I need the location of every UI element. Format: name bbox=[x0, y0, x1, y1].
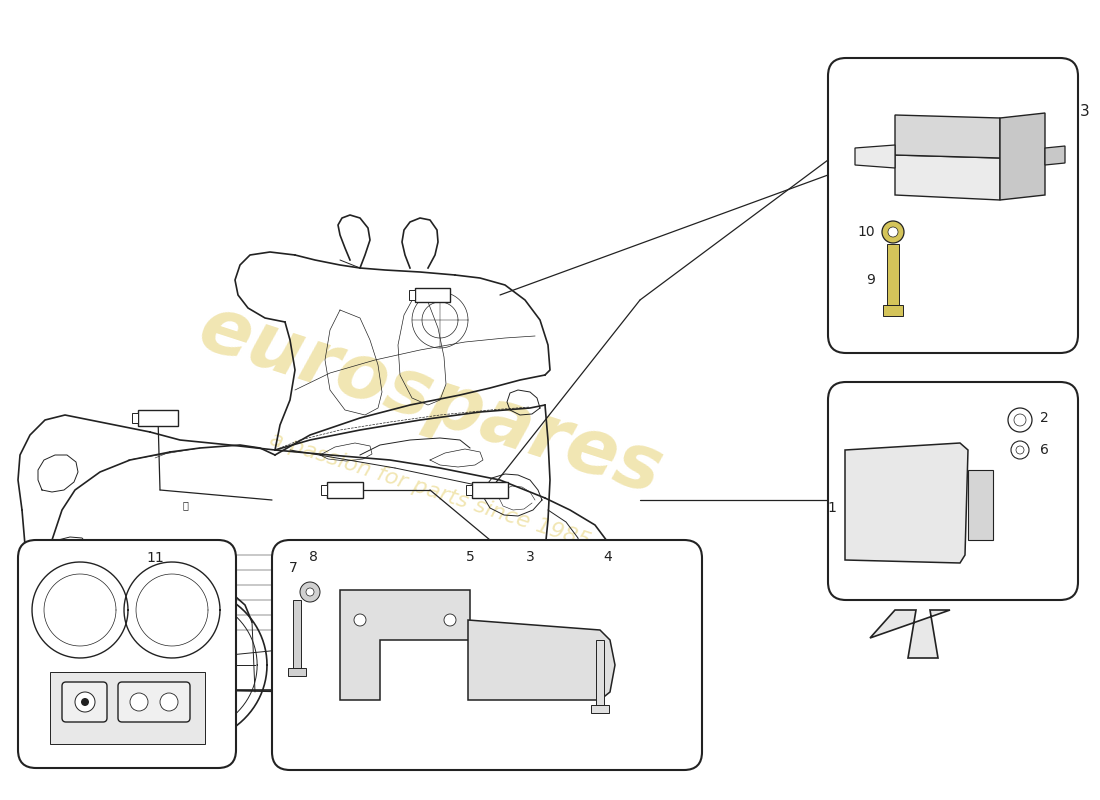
Circle shape bbox=[888, 227, 898, 237]
Polygon shape bbox=[887, 244, 899, 305]
Circle shape bbox=[354, 614, 366, 626]
Text: eurospares: eurospares bbox=[189, 290, 671, 510]
Circle shape bbox=[1016, 446, 1024, 454]
FancyBboxPatch shape bbox=[272, 540, 702, 770]
Circle shape bbox=[75, 692, 95, 712]
Polygon shape bbox=[198, 558, 235, 580]
Text: 9: 9 bbox=[866, 273, 874, 287]
Circle shape bbox=[1008, 408, 1032, 432]
Polygon shape bbox=[895, 115, 1000, 158]
Text: 8: 8 bbox=[309, 550, 318, 564]
Bar bbox=[132, 413, 138, 423]
Text: 7: 7 bbox=[288, 561, 297, 575]
Bar bbox=[472, 482, 508, 498]
Polygon shape bbox=[1045, 146, 1065, 165]
Bar bbox=[321, 485, 327, 495]
Text: 3: 3 bbox=[526, 550, 535, 564]
Polygon shape bbox=[845, 443, 968, 563]
Bar bbox=[50, 672, 205, 744]
FancyBboxPatch shape bbox=[18, 540, 236, 768]
Circle shape bbox=[160, 693, 178, 711]
Text: 6: 6 bbox=[1040, 443, 1049, 457]
Polygon shape bbox=[870, 610, 950, 658]
FancyBboxPatch shape bbox=[828, 58, 1078, 353]
Polygon shape bbox=[895, 155, 1000, 200]
Circle shape bbox=[81, 698, 89, 706]
Text: 1: 1 bbox=[827, 501, 836, 515]
Bar bbox=[415, 288, 450, 302]
Text: 3: 3 bbox=[1080, 105, 1090, 119]
Polygon shape bbox=[340, 590, 470, 700]
Circle shape bbox=[1014, 414, 1026, 426]
Polygon shape bbox=[855, 145, 895, 168]
Circle shape bbox=[300, 582, 320, 602]
Bar bbox=[138, 410, 178, 426]
Polygon shape bbox=[883, 305, 903, 316]
Bar bbox=[968, 470, 993, 540]
Bar bbox=[293, 600, 301, 668]
Text: a passion for parts since 1985: a passion for parts since 1985 bbox=[267, 429, 593, 551]
Bar bbox=[327, 482, 363, 498]
Circle shape bbox=[444, 614, 456, 626]
Text: 10: 10 bbox=[857, 225, 874, 239]
Text: 5: 5 bbox=[465, 550, 474, 564]
Bar bbox=[288, 668, 306, 676]
FancyBboxPatch shape bbox=[62, 682, 107, 722]
FancyBboxPatch shape bbox=[828, 382, 1078, 600]
Bar bbox=[466, 485, 472, 495]
Text: 4: 4 bbox=[604, 550, 613, 564]
Bar bbox=[596, 640, 604, 705]
Circle shape bbox=[306, 588, 313, 596]
Text: 11: 11 bbox=[146, 551, 164, 565]
Circle shape bbox=[882, 221, 904, 243]
Text: 2: 2 bbox=[1040, 411, 1048, 425]
Bar bbox=[409, 290, 415, 300]
Text: Ⓕ: Ⓕ bbox=[183, 500, 188, 510]
Circle shape bbox=[1011, 441, 1028, 459]
FancyBboxPatch shape bbox=[118, 682, 190, 722]
Circle shape bbox=[130, 693, 148, 711]
Polygon shape bbox=[1000, 113, 1045, 200]
Polygon shape bbox=[468, 620, 615, 700]
Bar bbox=[591, 705, 609, 713]
